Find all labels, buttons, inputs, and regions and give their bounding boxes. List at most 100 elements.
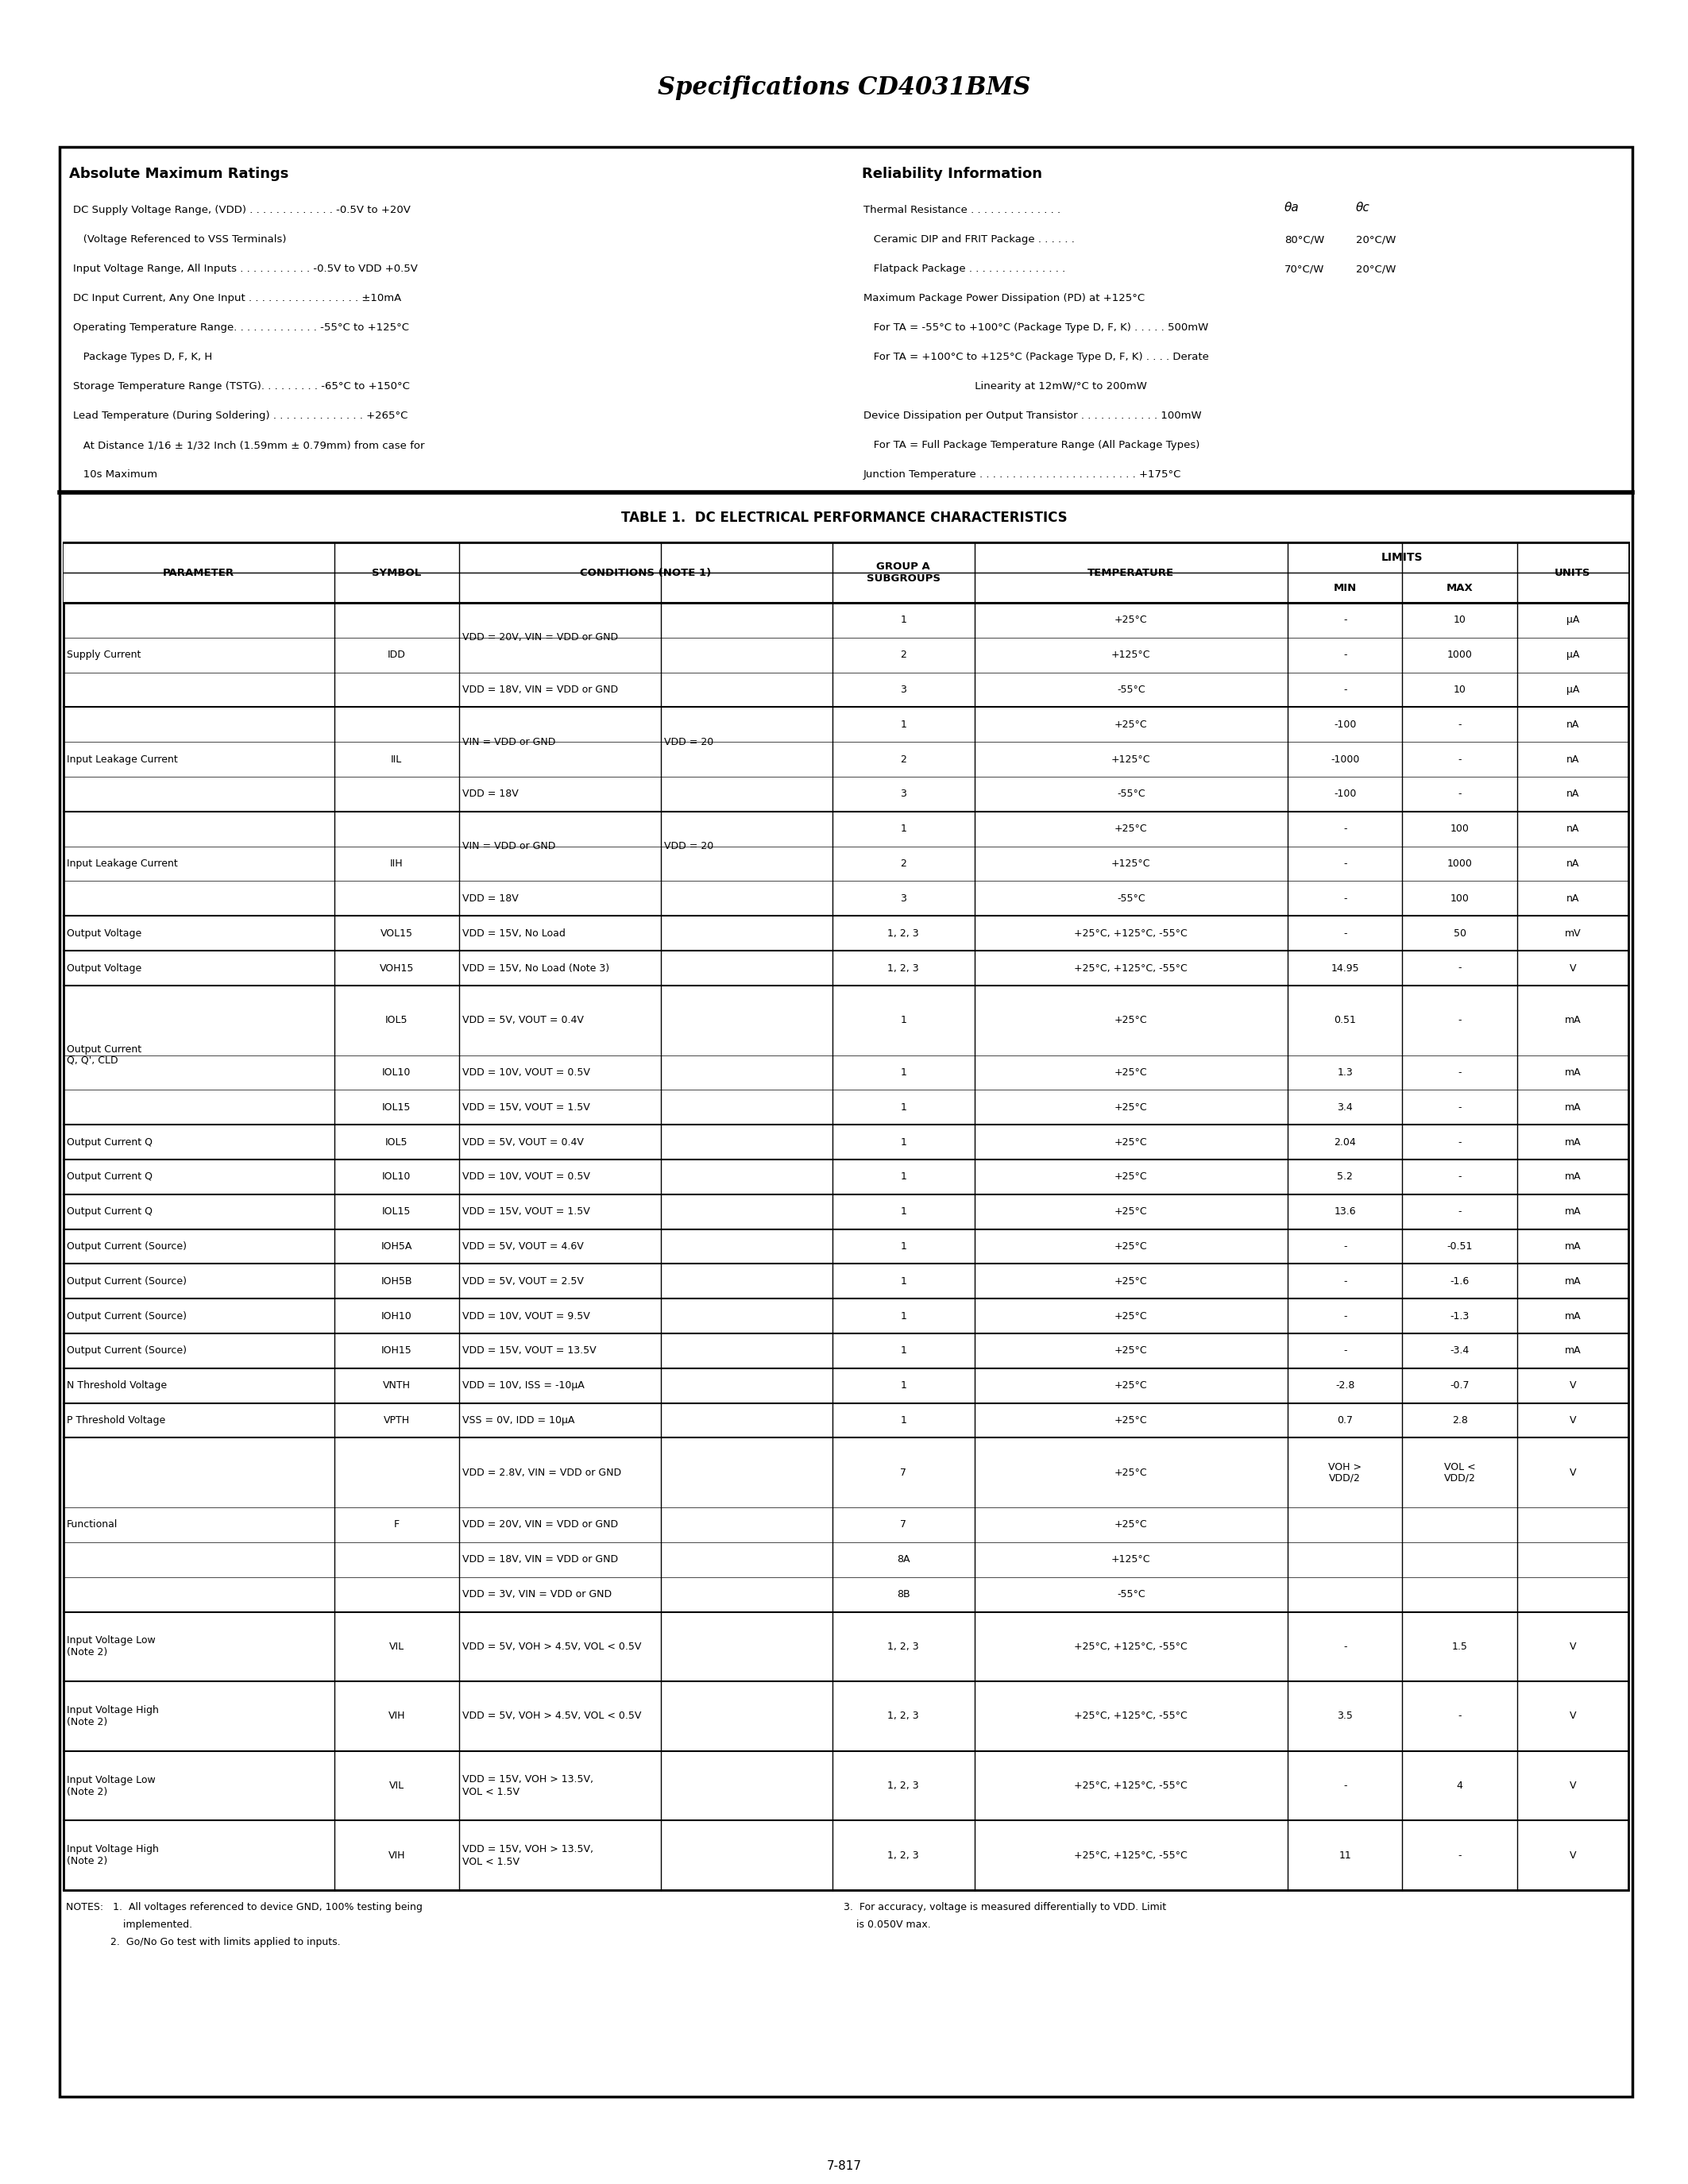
- Text: -2.8: -2.8: [1335, 1380, 1355, 1391]
- Text: +25°C: +25°C: [1114, 1103, 1148, 1112]
- Text: 1: 1: [900, 1206, 906, 1216]
- Text: 1: 1: [900, 1275, 906, 1286]
- Text: VDD = 5V, VOUT = 2.5V: VDD = 5V, VOUT = 2.5V: [463, 1275, 584, 1286]
- Text: nA: nA: [1566, 823, 1580, 834]
- Text: 1: 1: [900, 1138, 906, 1147]
- Text: Thermal Resistance . . . . . . . . . . . . . .: Thermal Resistance . . . . . . . . . . .…: [864, 205, 1060, 216]
- Text: +25°C: +25°C: [1114, 1380, 1148, 1391]
- Text: +25°C: +25°C: [1114, 1468, 1148, 1479]
- Text: Output Current Q: Output Current Q: [68, 1173, 152, 1182]
- Text: Flatpack Package . . . . . . . . . . . . . . .: Flatpack Package . . . . . . . . . . . .…: [864, 264, 1065, 273]
- Text: VDD = 5V, VOUT = 4.6V: VDD = 5V, VOUT = 4.6V: [463, 1241, 584, 1251]
- Text: Operating Temperature Range. . . . . . . . . . . . . -55°C to +125°C: Operating Temperature Range. . . . . . .…: [73, 323, 408, 332]
- Text: -: -: [1344, 1310, 1347, 1321]
- Text: V: V: [1570, 1710, 1577, 1721]
- Text: VDD = 20: VDD = 20: [665, 736, 714, 747]
- Text: -1.6: -1.6: [1450, 1275, 1470, 1286]
- Text: Functional: Functional: [68, 1520, 118, 1531]
- Text: 13.6: 13.6: [1334, 1206, 1355, 1216]
- Text: 1: 1: [900, 1173, 906, 1182]
- Text: +25°C: +25°C: [1114, 616, 1148, 625]
- Text: 1: 1: [900, 1103, 906, 1112]
- Text: 0.7: 0.7: [1337, 1415, 1354, 1426]
- Text: VDD = 15V, VOUT = 1.5V: VDD = 15V, VOUT = 1.5V: [463, 1206, 589, 1216]
- Text: Junction Temperature . . . . . . . . . . . . . . . . . . . . . . . . +175°C: Junction Temperature . . . . . . . . . .…: [864, 470, 1182, 480]
- Text: nA: nA: [1566, 893, 1580, 904]
- Text: -: -: [1344, 823, 1347, 834]
- Text: VDD = 18V, VIN = VDD or GND: VDD = 18V, VIN = VDD or GND: [463, 684, 618, 695]
- Text: -: -: [1458, 719, 1462, 729]
- Text: 1000: 1000: [1447, 858, 1472, 869]
- Text: Output Current (Source): Output Current (Source): [68, 1275, 187, 1286]
- Text: VPTH: VPTH: [383, 1415, 410, 1426]
- Text: VDD = 10V, VOUT = 0.5V: VDD = 10V, VOUT = 0.5V: [463, 1173, 591, 1182]
- Text: -: -: [1458, 1710, 1462, 1721]
- Text: IOL10: IOL10: [381, 1173, 410, 1182]
- Text: LIMITS: LIMITS: [1381, 553, 1423, 563]
- Text: VDD = 18V: VDD = 18V: [463, 893, 518, 904]
- Text: +25°C, +125°C, -55°C: +25°C, +125°C, -55°C: [1074, 928, 1188, 939]
- Text: -100: -100: [1334, 719, 1357, 729]
- Text: VOL < 1.5V: VOL < 1.5V: [463, 1856, 520, 1867]
- Text: Linearity at 12mW/°C to 200mW: Linearity at 12mW/°C to 200mW: [864, 382, 1146, 391]
- Text: -0.51: -0.51: [1447, 1241, 1472, 1251]
- Text: VDD = 2.8V, VIN = VDD or GND: VDD = 2.8V, VIN = VDD or GND: [463, 1468, 621, 1479]
- Text: μA: μA: [1566, 651, 1580, 660]
- Text: +25°C, +125°C, -55°C: +25°C, +125°C, -55°C: [1074, 963, 1188, 974]
- Text: N Threshold Voltage: N Threshold Voltage: [68, 1380, 167, 1391]
- Text: VIN = VDD or GND: VIN = VDD or GND: [463, 841, 555, 852]
- Text: +25°C: +25°C: [1114, 1138, 1148, 1147]
- Text: -55°C: -55°C: [1117, 893, 1144, 904]
- Text: +125°C: +125°C: [1111, 1555, 1151, 1564]
- Text: Device Dissipation per Output Transistor . . . . . . . . . . . . 100mW: Device Dissipation per Output Transistor…: [864, 411, 1202, 422]
- Text: VDD = 5V, VOH > 4.5V, VOL < 0.5V: VDD = 5V, VOH > 4.5V, VOL < 0.5V: [463, 1710, 641, 1721]
- Text: V: V: [1570, 1415, 1577, 1426]
- Text: 100: 100: [1450, 823, 1469, 834]
- Text: -: -: [1458, 1016, 1462, 1026]
- Text: Specifications CD4031BMS: Specifications CD4031BMS: [658, 76, 1030, 100]
- Text: 1: 1: [900, 1068, 906, 1077]
- Text: -: -: [1344, 1275, 1347, 1286]
- Text: -0.7: -0.7: [1450, 1380, 1470, 1391]
- Text: 1, 2, 3: 1, 2, 3: [888, 928, 918, 939]
- Text: Output Current Q: Output Current Q: [68, 1138, 152, 1147]
- Text: 1: 1: [900, 1345, 906, 1356]
- Text: VDD = 20: VDD = 20: [665, 841, 714, 852]
- Text: IOH5A: IOH5A: [381, 1241, 412, 1251]
- Text: 14.95: 14.95: [1330, 963, 1359, 974]
- Text: VDD = 10V, VOUT = 9.5V: VDD = 10V, VOUT = 9.5V: [463, 1310, 589, 1321]
- Text: GROUP A
SUBGROUPS: GROUP A SUBGROUPS: [866, 561, 940, 583]
- Text: mA: mA: [1565, 1173, 1582, 1182]
- Text: 2.04: 2.04: [1334, 1138, 1355, 1147]
- Text: VDD = 10V, VOUT = 0.5V: VDD = 10V, VOUT = 0.5V: [463, 1068, 591, 1077]
- Text: IOH10: IOH10: [381, 1310, 412, 1321]
- Text: is 0.050V max.: is 0.050V max.: [844, 1920, 932, 1931]
- Text: 20°C/W: 20°C/W: [1355, 264, 1396, 273]
- Text: mA: mA: [1565, 1103, 1582, 1112]
- Text: V: V: [1570, 1780, 1577, 1791]
- Text: -1000: -1000: [1330, 753, 1359, 764]
- Text: NOTES:   1.  All voltages referenced to device GND, 100% testing being: NOTES: 1. All voltages referenced to dev…: [66, 1902, 422, 1913]
- Text: nA: nA: [1566, 788, 1580, 799]
- Text: Output Current (Source): Output Current (Source): [68, 1345, 187, 1356]
- Text: 1: 1: [900, 1310, 906, 1321]
- Text: mA: mA: [1565, 1275, 1582, 1286]
- Text: 2: 2: [900, 753, 906, 764]
- Text: -: -: [1458, 963, 1462, 974]
- Text: For TA = +100°C to +125°C (Package Type D, F, K) . . . . Derate: For TA = +100°C to +125°C (Package Type …: [864, 352, 1209, 363]
- Text: 1, 2, 3: 1, 2, 3: [888, 1780, 918, 1791]
- Text: +25°C: +25°C: [1114, 719, 1148, 729]
- Text: Output Current (Source): Output Current (Source): [68, 1241, 187, 1251]
- Text: -: -: [1344, 928, 1347, 939]
- Text: Input Leakage Current: Input Leakage Current: [68, 858, 177, 869]
- Text: -: -: [1458, 1850, 1462, 1861]
- Text: +25°C: +25°C: [1114, 1206, 1148, 1216]
- Text: Input Voltage Low
(Note 2): Input Voltage Low (Note 2): [68, 1776, 155, 1797]
- Text: VIL: VIL: [388, 1780, 403, 1791]
- Text: 2.8: 2.8: [1452, 1415, 1467, 1426]
- Text: IDD: IDD: [388, 651, 405, 660]
- Text: F: F: [393, 1520, 400, 1531]
- Text: 0.51: 0.51: [1334, 1016, 1355, 1026]
- Text: 100: 100: [1450, 893, 1469, 904]
- Text: 70°C/W: 70°C/W: [1285, 264, 1325, 273]
